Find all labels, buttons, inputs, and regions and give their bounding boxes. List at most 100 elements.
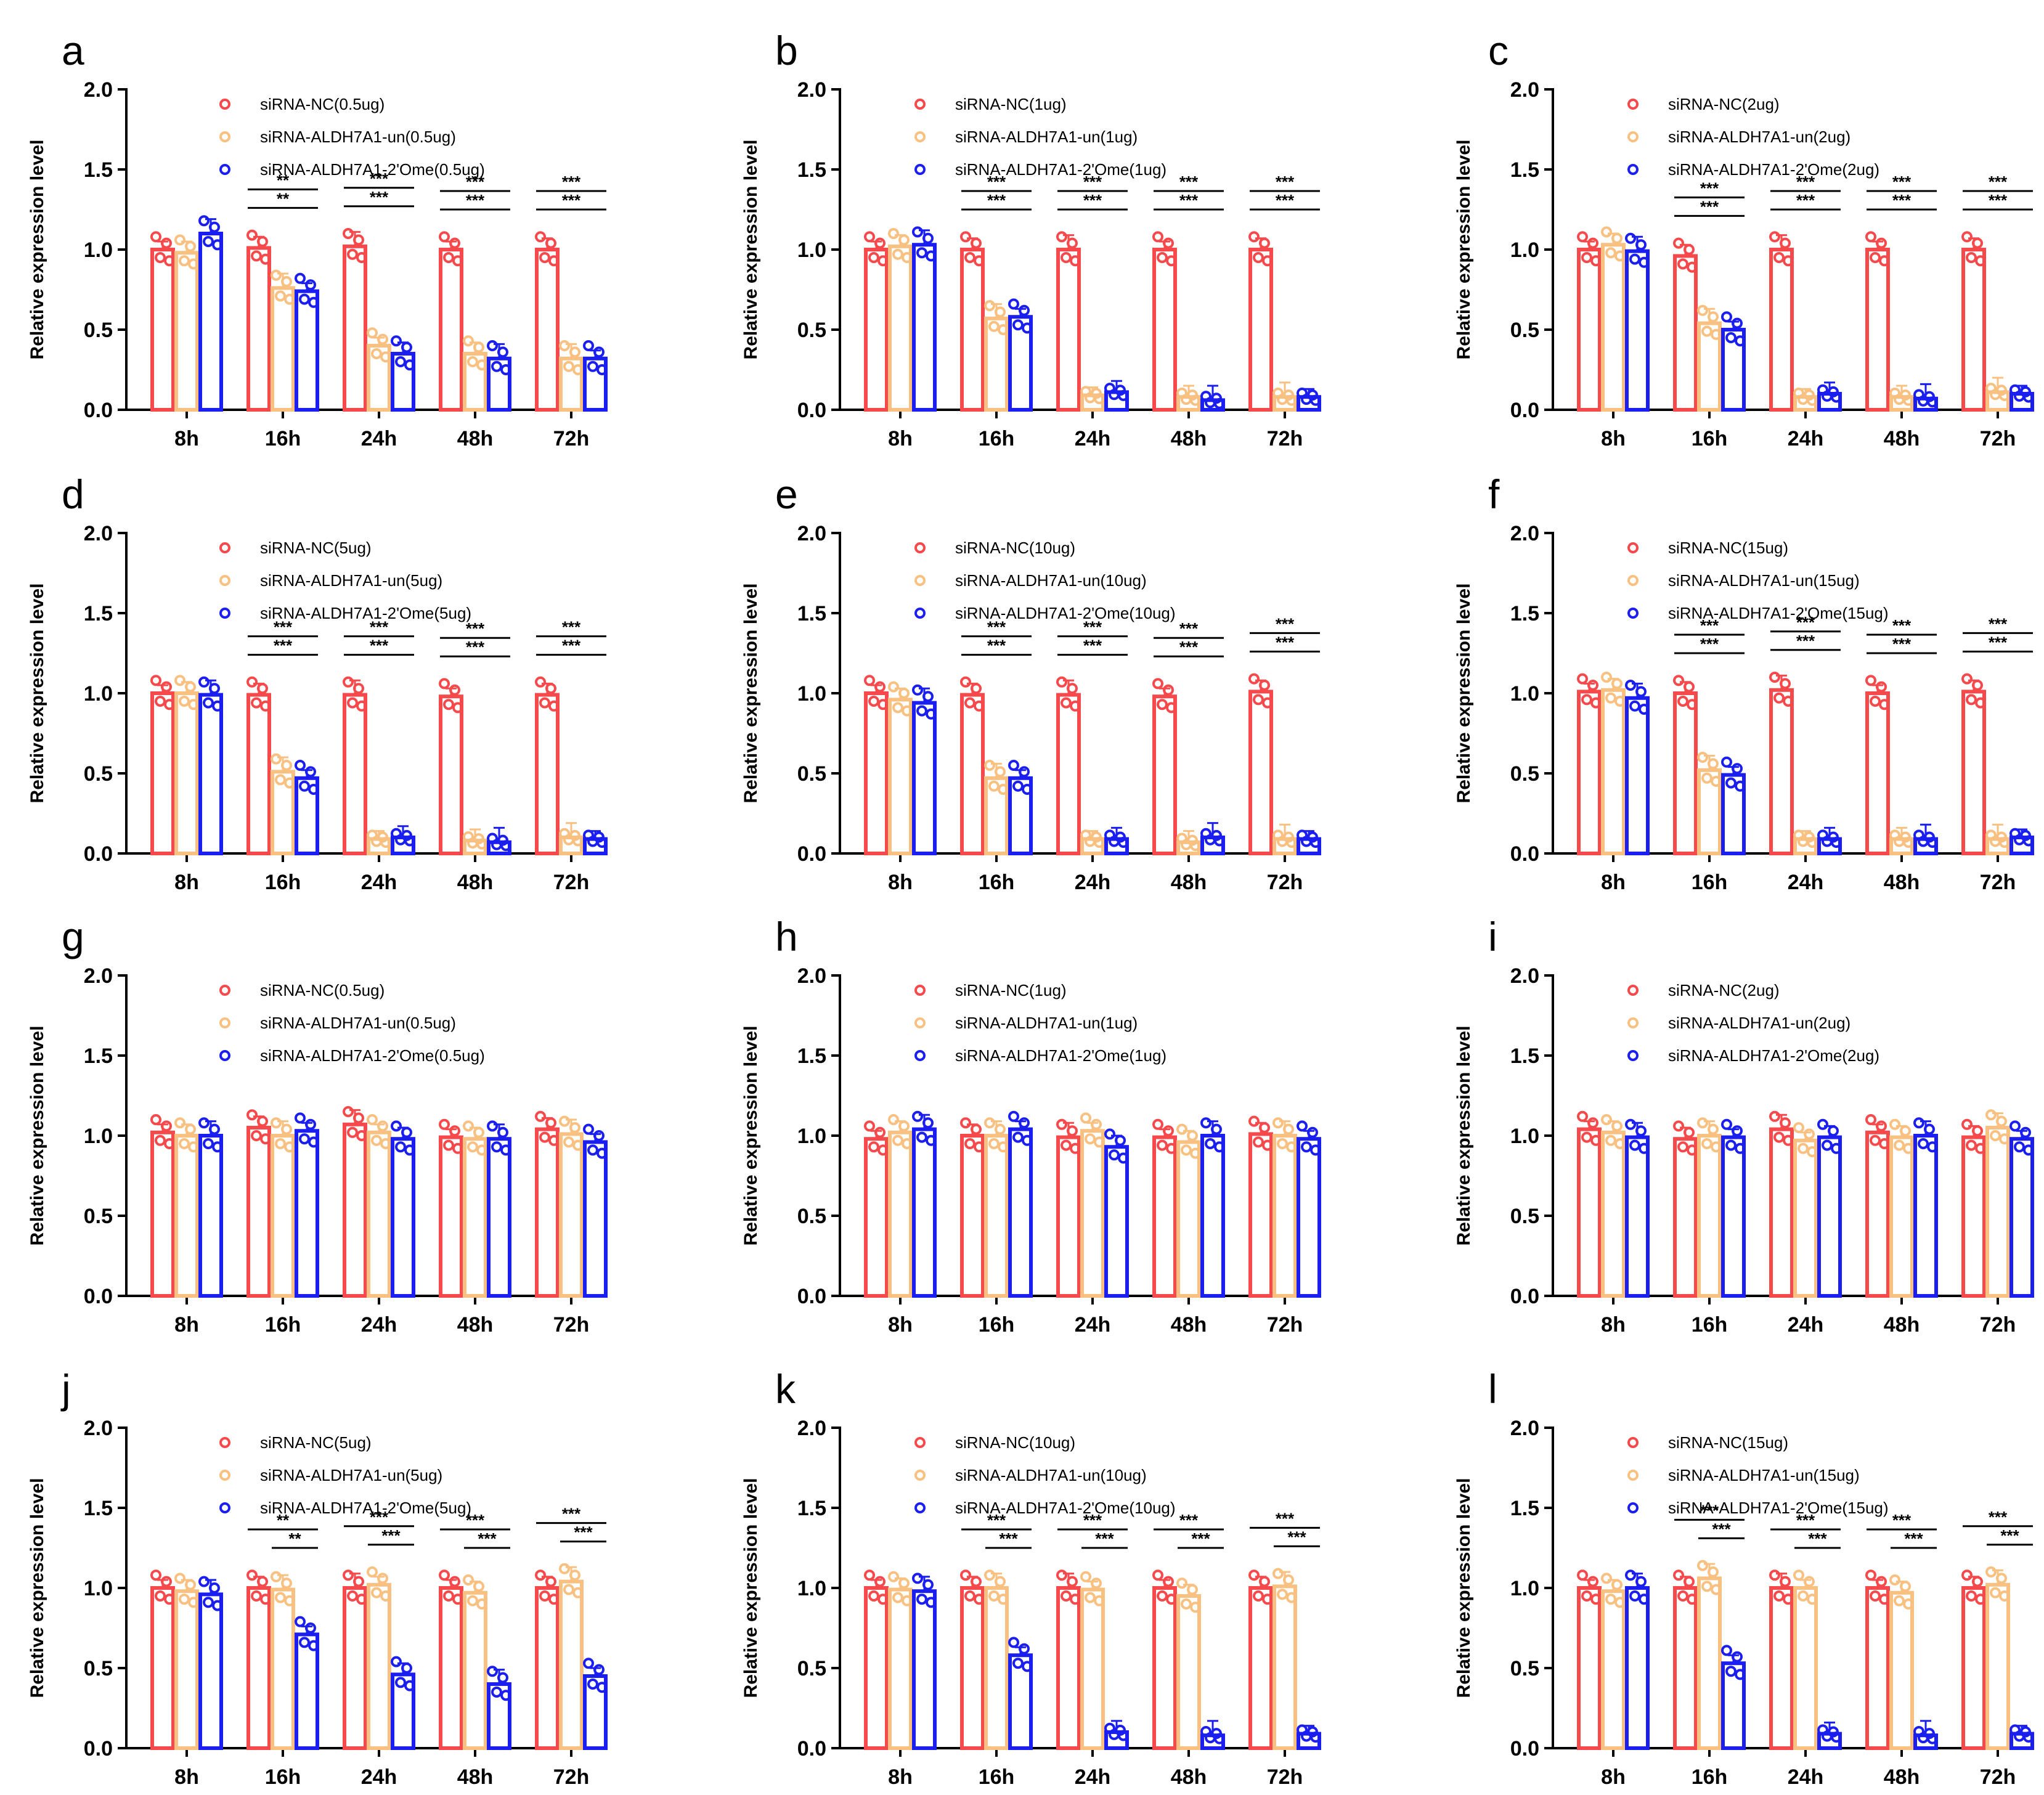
data-point — [1793, 1569, 1804, 1581]
x-tick-label: 24h — [361, 427, 397, 450]
data-point — [1961, 1569, 1973, 1581]
bar-siRNA-NC(5ug) — [343, 693, 367, 855]
sig-label: *** — [370, 169, 389, 188]
data-point — [548, 1134, 560, 1146]
y-tick-label: 0.0 — [797, 1285, 826, 1308]
y-axis-title: Relative expression level — [741, 1478, 761, 1698]
data-point — [179, 696, 190, 707]
data-point — [380, 1138, 391, 1149]
x-tick-label: 24h — [1075, 1313, 1111, 1337]
data-point — [1581, 1590, 1592, 1602]
sig-label: *** — [466, 173, 485, 191]
data-point — [449, 1125, 460, 1137]
data-point — [892, 1134, 903, 1146]
data-point — [1999, 1590, 2010, 1602]
sig-label: *** — [466, 191, 485, 210]
bar-siRNA-NC(15ug) — [1961, 690, 1986, 856]
data-point — [1587, 237, 1598, 249]
data-point — [491, 360, 502, 372]
data-point — [353, 1576, 364, 1587]
bar-siRNA-NC(5ug) — [439, 694, 463, 855]
data-point — [1894, 1139, 1905, 1151]
legend-entry: siRNA-ALDH7A1-un(15ug) — [1668, 1466, 1860, 1484]
data-point — [371, 1587, 382, 1598]
bar-siRNA-NC(5ug) — [150, 1586, 175, 1750]
x-tick-label: 72h — [553, 1765, 590, 1789]
data-point — [974, 255, 985, 267]
data-point — [449, 684, 460, 696]
bar-siRNA-NC(1ug) — [1056, 1135, 1081, 1298]
data-point — [1253, 694, 1264, 706]
data-point — [1259, 237, 1270, 249]
legend-entry: siRNA-ALDH7A1-2'Ome(0.5ug) — [260, 1046, 485, 1065]
data-point — [449, 1576, 460, 1587]
data-point — [1804, 1128, 1815, 1140]
x-tick-label: 16h — [1692, 871, 1728, 894]
data-point — [1605, 692, 1616, 704]
data-point — [1109, 1149, 1120, 1161]
sig-label: *** — [1989, 633, 2008, 651]
data-point — [1605, 247, 1616, 259]
bar-siRNA-ALDH7A1-un(0.5ug) — [367, 1130, 391, 1298]
y-tick-label: 0.0 — [797, 1737, 826, 1760]
data-point — [1725, 1666, 1737, 1677]
bar-siRNA-ALDH7A1-un(0.5ug) — [271, 286, 295, 412]
data-point — [1629, 700, 1640, 712]
data-point — [1590, 697, 1602, 709]
data-point — [563, 1584, 574, 1595]
data-point — [1070, 1594, 1081, 1605]
data-point — [497, 346, 508, 358]
data-point — [583, 340, 594, 351]
data-point — [2020, 386, 2031, 397]
legend-entry: siRNA-ALDH7A1-2'Ome(2ug) — [1668, 1046, 1879, 1065]
data-point — [185, 240, 196, 252]
y-tick-label: 0.5 — [1510, 762, 1539, 786]
data-point — [1985, 1566, 1997, 1577]
data-point — [1635, 686, 1647, 698]
bar-siRNA-NC(10ug) — [960, 1586, 985, 1750]
data-point — [476, 359, 487, 371]
data-point — [597, 1682, 608, 1693]
bar-siRNA-ALDH7A1-2'Ome(0.5ug) — [295, 1129, 319, 1298]
data-point — [1999, 1133, 2010, 1145]
data-point — [275, 290, 286, 302]
sig-label: *** — [1796, 173, 1815, 191]
x-tick-label: 16h — [979, 1313, 1015, 1337]
data-point — [467, 356, 478, 367]
data-point — [155, 1134, 166, 1146]
legend-entry: siRNA-NC(2ug) — [1668, 95, 1780, 113]
data-point — [1961, 673, 1973, 685]
bar-siRNA-NC(15ug) — [1673, 691, 1698, 855]
bar-siRNA-ALDH7A1-2'Ome(0.5ug) — [198, 1134, 223, 1298]
data-point — [246, 1109, 258, 1121]
data-point — [995, 766, 1006, 778]
y-tick-label: 1.0 — [797, 238, 826, 262]
data-point — [1735, 1669, 1746, 1680]
data-point — [902, 252, 913, 263]
data-point — [452, 1594, 463, 1605]
data-point — [1673, 1569, 1684, 1581]
data-point — [545, 1576, 556, 1587]
legend-marker — [219, 164, 230, 175]
data-point — [257, 1115, 268, 1127]
bar-siRNA-NC(15ug) — [1577, 1586, 1602, 1750]
data-point — [1152, 1569, 1163, 1581]
sig-label: *** — [1796, 1511, 1815, 1529]
data-point — [395, 1141, 406, 1153]
y-tick-label: 2.0 — [84, 964, 113, 988]
y-axis-title: Relative expression level — [741, 584, 761, 804]
panel-letter: f — [1488, 471, 1500, 517]
bar-siRNA-NC(2ug) — [1673, 1137, 1698, 1298]
data-point — [1865, 231, 1876, 243]
data-point — [995, 1123, 1006, 1135]
sig-label: *** — [274, 637, 293, 655]
data-point — [960, 1117, 971, 1129]
sig-label: *** — [1904, 1529, 1923, 1548]
data-point — [1286, 1141, 1297, 1153]
data-point — [164, 255, 175, 267]
bar-siRNA-NC(2ug) — [1769, 248, 1794, 412]
x-tick-label: 72h — [1267, 427, 1303, 450]
sig-label: *** — [1700, 635, 1719, 653]
x-tick-label: 8h — [888, 871, 913, 894]
data-point — [439, 1118, 450, 1130]
